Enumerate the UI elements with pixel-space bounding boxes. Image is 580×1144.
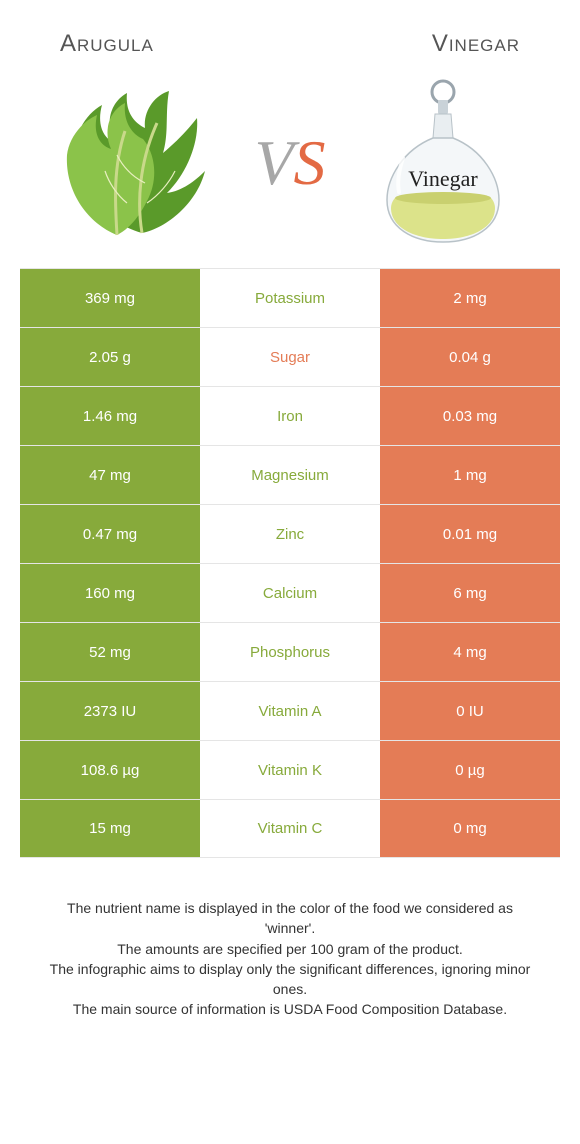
- left-value: 2.05 g: [20, 328, 200, 386]
- hero-row: VS Vinegar: [0, 68, 580, 268]
- title-row: Arugula Vinegar: [0, 0, 580, 68]
- left-value: 160 mg: [20, 564, 200, 622]
- vs-v: V: [254, 127, 293, 198]
- nutrient-label: Magnesium: [200, 446, 380, 504]
- right-value: 0.03 mg: [380, 387, 560, 445]
- right-value: 0 mg: [380, 800, 560, 857]
- table-row: 47 mgMagnesium1 mg: [20, 445, 560, 504]
- table-row: 52 mgPhosphorus4 mg: [20, 622, 560, 681]
- nutrient-label: Sugar: [200, 328, 380, 386]
- footer-line: The nutrient name is displayed in the co…: [40, 898, 540, 939]
- vinegar-bottle-label: Vinegar: [408, 166, 478, 191]
- vs-s: S: [294, 127, 326, 198]
- table-row: 1.46 mgIron0.03 mg: [20, 386, 560, 445]
- table-row: 2373 IUVitamin A0 IU: [20, 681, 560, 740]
- left-value: 2373 IU: [20, 682, 200, 740]
- nutrient-label: Phosphorus: [200, 623, 380, 681]
- footer-notes: The nutrient name is displayed in the co…: [0, 858, 580, 1020]
- right-food-title: Vinegar: [432, 30, 520, 58]
- vinegar-bottle-icon: Vinegar: [373, 78, 513, 248]
- table-row: 160 mgCalcium6 mg: [20, 563, 560, 622]
- footer-line: The main source of information is USDA F…: [40, 999, 540, 1019]
- left-value: 1.46 mg: [20, 387, 200, 445]
- right-value: 4 mg: [380, 623, 560, 681]
- arugula-icon: [47, 83, 227, 243]
- left-value: 108.6 µg: [20, 741, 200, 799]
- footer-line: The amounts are specified per 100 gram o…: [40, 939, 540, 959]
- nutrient-label: Potassium: [200, 269, 380, 327]
- nutrient-label: Calcium: [200, 564, 380, 622]
- right-value: 6 mg: [380, 564, 560, 622]
- arugula-illustration: [20, 83, 254, 243]
- table-row: 2.05 gSugar0.04 g: [20, 327, 560, 386]
- nutrient-label: Vitamin K: [200, 741, 380, 799]
- table-row: 15 mgVitamin C0 mg: [20, 799, 560, 858]
- right-value: 1 mg: [380, 446, 560, 504]
- table-row: 0.47 mgZinc0.01 mg: [20, 504, 560, 563]
- nutrient-label: Vitamin C: [200, 800, 380, 857]
- right-value: 0 IU: [380, 682, 560, 740]
- nutrient-label: Vitamin A: [200, 682, 380, 740]
- vs-label: VS: [254, 126, 325, 200]
- nutrient-label: Zinc: [200, 505, 380, 563]
- nutrient-label: Iron: [200, 387, 380, 445]
- footer-line: The infographic aims to display only the…: [40, 959, 540, 1000]
- left-value: 369 mg: [20, 269, 200, 327]
- table-row: 369 mgPotassium2 mg: [20, 268, 560, 327]
- left-value: 0.47 mg: [20, 505, 200, 563]
- left-value: 15 mg: [20, 800, 200, 857]
- right-value: 0.01 mg: [380, 505, 560, 563]
- left-value: 47 mg: [20, 446, 200, 504]
- nutrient-table: 369 mgPotassium2 mg2.05 gSugar0.04 g1.46…: [20, 268, 560, 858]
- table-row: 108.6 µgVitamin K0 µg: [20, 740, 560, 799]
- left-food-title: Arugula: [60, 30, 154, 58]
- right-value: 0.04 g: [380, 328, 560, 386]
- vinegar-illustration: Vinegar: [326, 78, 560, 248]
- left-value: 52 mg: [20, 623, 200, 681]
- right-value: 2 mg: [380, 269, 560, 327]
- right-value: 0 µg: [380, 741, 560, 799]
